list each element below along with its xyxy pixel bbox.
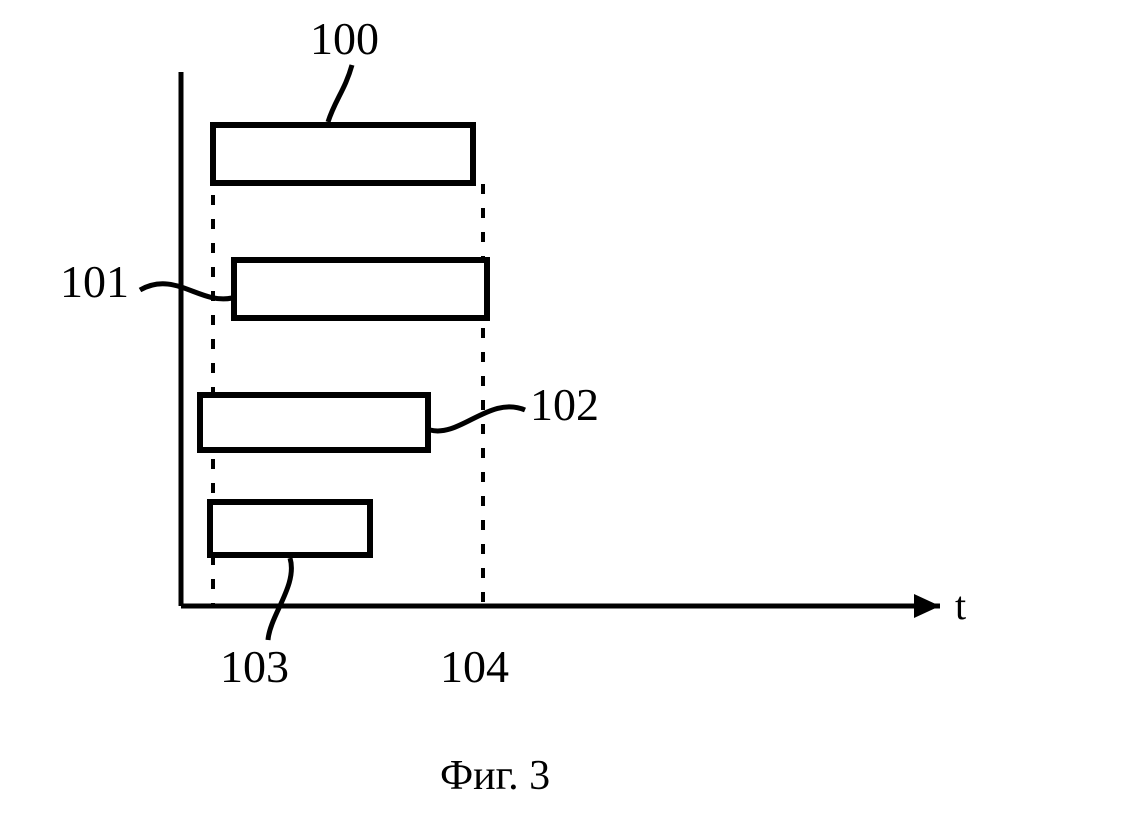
bar-103 <box>210 502 370 555</box>
leader-103 <box>268 558 291 640</box>
bar-102 <box>200 395 428 450</box>
x-axis-arrow <box>914 594 940 618</box>
label-104: 104 <box>440 640 509 693</box>
x-axis-label: t <box>955 582 966 629</box>
bar-100 <box>213 125 473 183</box>
leader-100 <box>328 65 352 122</box>
bar-101 <box>234 260 487 318</box>
label-101: 101 <box>60 255 129 308</box>
leader-102 <box>430 407 525 431</box>
label-103: 103 <box>220 640 289 693</box>
label-100: 100 <box>310 12 379 65</box>
label-102: 102 <box>530 378 599 431</box>
figure-caption: Фиг. 3 <box>440 752 550 800</box>
leader-101 <box>140 284 232 299</box>
figure-canvas: 100 101 102 103 104 t Фиг. 3 <box>0 0 1146 832</box>
